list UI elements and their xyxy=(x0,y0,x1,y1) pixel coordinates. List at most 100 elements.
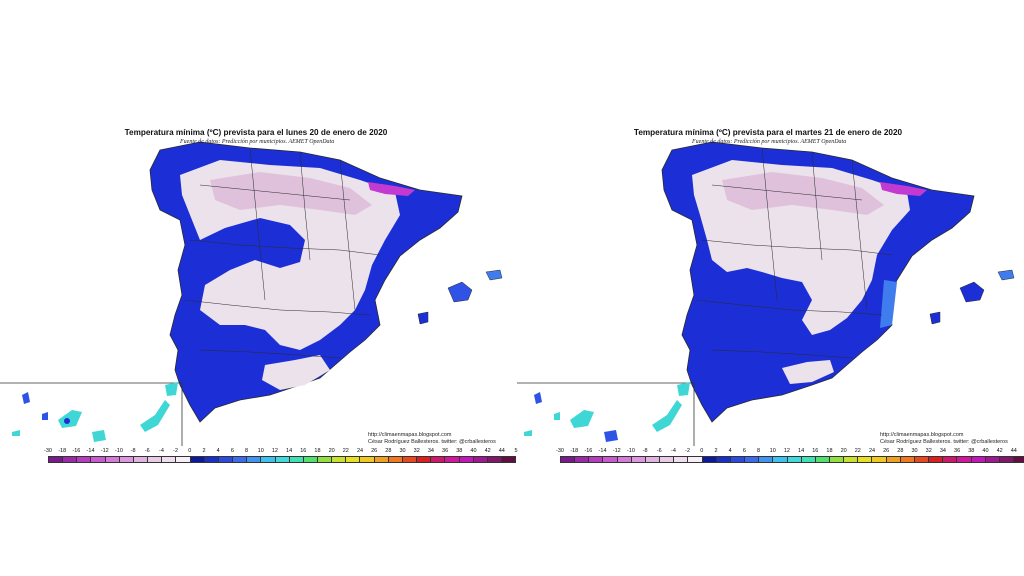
legend-swatch xyxy=(1014,457,1024,462)
legend-tick-label: 18 xyxy=(826,448,833,454)
legend-swatch xyxy=(787,457,802,462)
legend-swatch xyxy=(702,457,717,462)
legend-swatch xyxy=(388,457,403,462)
legend-swatch xyxy=(459,457,474,462)
legend-tick-label: -4 xyxy=(159,448,164,454)
legend-tick-label: 16 xyxy=(300,448,307,454)
color-legend: -30 -18 -16 -14 -12 -10 -8 -6 -4 -2 0 2 4 6 8 10 12 14 16 1… xyxy=(44,448,518,466)
menorca xyxy=(485,269,503,281)
legend-swatch xyxy=(561,457,576,462)
ibiza xyxy=(929,311,941,325)
legend-swatch xyxy=(204,457,219,462)
east-coast-light-blue xyxy=(880,280,897,328)
map-title: Temperatura mínima (ºC) prevista para el… xyxy=(124,128,388,137)
south-frost-area xyxy=(782,360,834,384)
legend-swatch xyxy=(332,457,347,462)
legend-tick-label: 18 xyxy=(314,448,321,454)
legend-tick-label: 4 xyxy=(728,448,732,454)
legend-tick-label: -14 xyxy=(86,448,95,454)
map-panel-monday: Temperatura mínima (ºC) prevista para el… xyxy=(0,128,518,463)
legend-tick-label: -30 xyxy=(556,448,564,454)
legend-swatch xyxy=(445,457,460,462)
legend-swatch xyxy=(233,457,248,462)
legend-swatch xyxy=(589,457,604,462)
legend-swatch xyxy=(801,457,816,462)
legend-swatch xyxy=(985,457,1000,462)
legend-tick-label: 10 xyxy=(769,448,776,454)
credit-author: César Rodríguez Ballesteros. twitter: @c… xyxy=(880,439,1008,445)
legend-tick-label: -16 xyxy=(584,448,593,454)
legend-tick-label: -18 xyxy=(58,448,67,454)
legend-tick-label: 26 xyxy=(883,448,890,454)
legend-swatch xyxy=(218,457,234,462)
legend-swatch xyxy=(502,457,516,462)
legend-tick-label: 2 xyxy=(202,448,206,454)
map-panel-tuesday: Temperatura mínima (ºC) prevista para el… xyxy=(512,0,1024,576)
legend-swatch xyxy=(730,457,746,462)
legend-swatch xyxy=(133,457,149,462)
legend-tick-label: 0 xyxy=(188,448,192,454)
legend-swatch xyxy=(247,457,262,462)
legend-tick-label: 28 xyxy=(897,448,904,454)
credits: http://climaenmapas.blogspot.com César R… xyxy=(368,432,496,446)
legend-tick-label: 10 xyxy=(257,448,264,454)
legend-tick-label: 38 xyxy=(968,448,975,454)
credit-author: César Rodríguez Ballesteros. twitter: @c… xyxy=(368,439,496,445)
pink-frost-area xyxy=(722,172,884,215)
legend-swatch xyxy=(63,457,78,462)
legend-tick-label: -2 xyxy=(685,448,691,454)
legend-tick-label: -10 xyxy=(114,448,123,454)
legend-swatch xyxy=(844,457,859,462)
legend-tick-label: -12 xyxy=(612,448,621,454)
legend-tick-label: 6 xyxy=(230,448,234,454)
pyrenees-magenta xyxy=(880,182,927,196)
legend-tick-label: 24 xyxy=(356,448,364,454)
legend-swatch xyxy=(829,457,845,462)
legend-swatch xyxy=(971,457,986,462)
legend-tick-label: 2 xyxy=(714,448,718,454)
legend-swatch xyxy=(745,457,760,462)
legend-bar xyxy=(560,456,1024,463)
legend-swatch xyxy=(872,457,887,462)
legend-labels: -30 -18 -16 -14 -12 -10 -8 -6 -4 -2 0 2 4 6 8 10 12 14 16 1… xyxy=(44,448,518,456)
legend-tick-label: 8 xyxy=(757,448,761,454)
legend-tick-label: 38 xyxy=(456,448,463,454)
map-title: Temperatura mínima (ºC) prevista para el… xyxy=(633,128,903,137)
legend-swatch xyxy=(77,457,92,462)
legend-tick-label: -6 xyxy=(656,448,662,454)
legend-swatch xyxy=(275,457,290,462)
legend-swatch xyxy=(317,457,333,462)
ibiza xyxy=(417,311,429,325)
legend-tick-label: 6 xyxy=(742,448,746,454)
legend-bar xyxy=(48,456,516,463)
legend-swatch xyxy=(473,457,488,462)
legend-swatch xyxy=(487,457,502,462)
data-source: Fuente de datos: Predicción por municipi… xyxy=(692,139,847,145)
canary-islands-inset xyxy=(517,382,695,446)
legend-swatch xyxy=(431,457,446,462)
legend-swatch xyxy=(176,457,191,462)
legend-tick-label: 14 xyxy=(798,448,805,454)
legend-swatch xyxy=(943,457,958,462)
menorca xyxy=(997,269,1015,281)
legend-swatch xyxy=(674,457,689,462)
legend-tick-label: 36 xyxy=(442,448,449,454)
legend-tick-label: -14 xyxy=(598,448,607,454)
canary-islands-inset xyxy=(0,382,183,446)
legend-tick-label: 44 xyxy=(498,448,505,454)
legend-swatch xyxy=(773,457,788,462)
legend-tick-label: -12 xyxy=(100,448,109,454)
credit-url: http://climaenmapas.blogspot.com xyxy=(368,432,452,438)
legend-swatch xyxy=(688,457,703,462)
legend-tick-label: 30 xyxy=(911,448,918,454)
legend-swatch xyxy=(289,457,304,462)
south-frost-area xyxy=(262,355,330,390)
legend-tick-label: -10 xyxy=(626,448,635,454)
credit-url: http://climaenmapas.blogspot.com xyxy=(880,432,964,438)
legend-tick-label: 26 xyxy=(371,448,378,454)
legend-swatch xyxy=(645,457,661,462)
color-legend: -30 -18 -16 -14 -12 -10 -8 -6 -4 -2 0 2 4 6 8 10 12 14 16 1… xyxy=(556,448,1024,466)
pink-frost-area xyxy=(210,172,372,215)
legend-swatch xyxy=(617,457,632,462)
legend-tick-label: 4 xyxy=(216,448,220,454)
